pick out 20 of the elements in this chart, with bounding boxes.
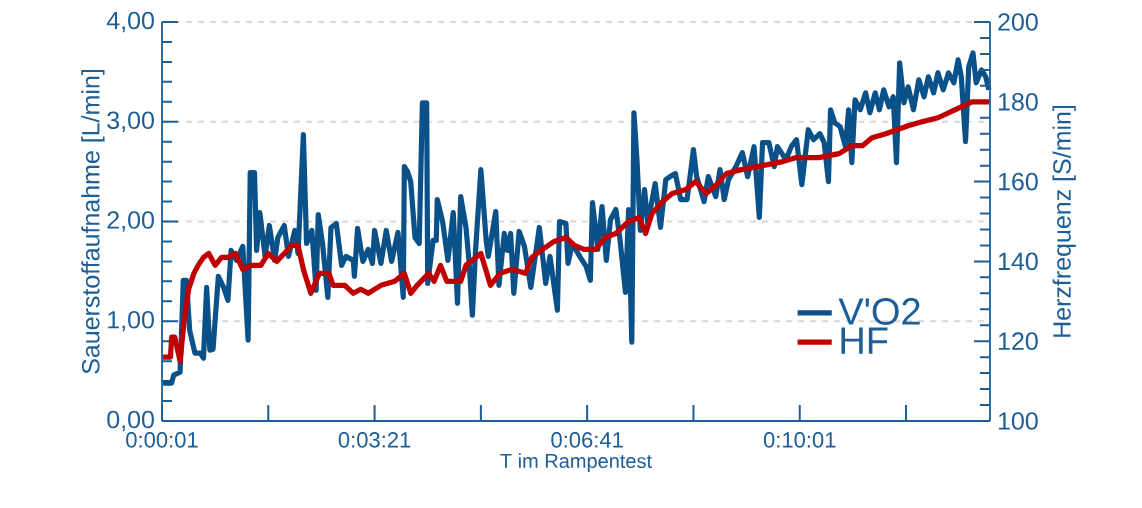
y2-tick-label: 140	[998, 252, 1038, 271]
x-tick-label: 0:10:01	[763, 432, 836, 448]
y2-tick-label: 200	[998, 13, 1038, 31]
x-tick-label: 0:06:41	[551, 432, 623, 448]
y-axis-title: Sauerstoffaufnahme [L/min]	[81, 69, 105, 374]
y2-tick-label: 120	[998, 332, 1038, 351]
y2-tick-label: 100	[998, 412, 1038, 430]
legend-label: V'O2	[838, 298, 920, 325]
y-tick-label: 3,00	[107, 111, 154, 133]
y-tick-label: 4,00	[106, 11, 154, 33]
y2-axis-title: Herzfrequenz [S/min]	[1052, 105, 1076, 337]
legend-label: HF	[841, 327, 888, 354]
x-tick-label: 0:03:21	[338, 432, 411, 448]
y-tick-label: 1,00	[108, 310, 154, 332]
y-tick-label: 2,00	[107, 211, 154, 232]
x-axis-title: T im Rampentest	[500, 453, 652, 472]
x-tick-label: 0:00:01	[126, 432, 198, 448]
y2-tick-label: 160	[998, 172, 1038, 191]
y2-tick-label: 180	[998, 92, 1038, 111]
y-tick-label: 0,00	[107, 410, 154, 432]
